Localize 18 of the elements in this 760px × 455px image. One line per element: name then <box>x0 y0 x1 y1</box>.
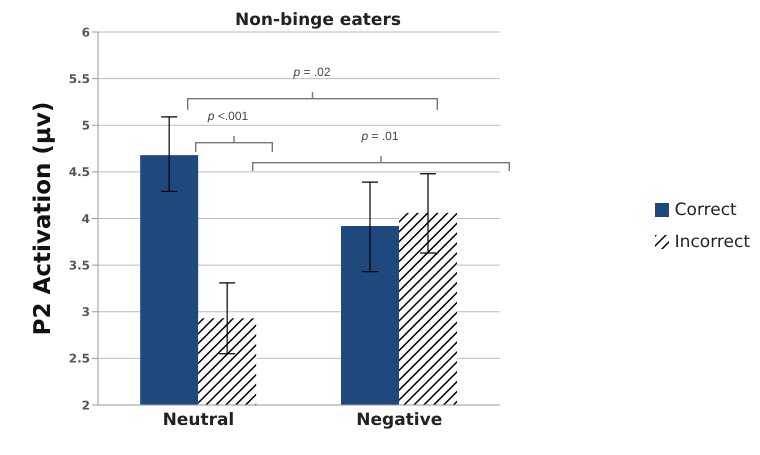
y-tick-label: 5 <box>82 118 90 133</box>
y-tick-label: 3.5 <box>68 258 90 272</box>
annotation: p = .01 <box>360 129 399 143</box>
y-tick-label: 2 <box>82 398 90 412</box>
y-tick-label: 5.5 <box>68 72 90 86</box>
legend-label: Correct <box>674 200 737 220</box>
y-tick-label: 2.5 <box>68 352 90 366</box>
legend-label: Incorrect <box>674 232 750 252</box>
y-tick-label: 3 <box>82 305 90 320</box>
x-tick-label: Neutral <box>162 410 234 430</box>
y-tick-label: 4.5 <box>68 165 90 180</box>
annotation: p <.001 <box>206 109 249 123</box>
annotation: p = .02 <box>292 65 331 79</box>
x-tick-label: Negative <box>356 410 442 430</box>
y-tick-label: 6 <box>82 25 90 40</box>
chart-title: Non-binge eaters <box>235 10 401 30</box>
y-axis-title: P2 Activation (µv) <box>30 102 56 336</box>
y-tick-label: 4 <box>82 212 90 226</box>
